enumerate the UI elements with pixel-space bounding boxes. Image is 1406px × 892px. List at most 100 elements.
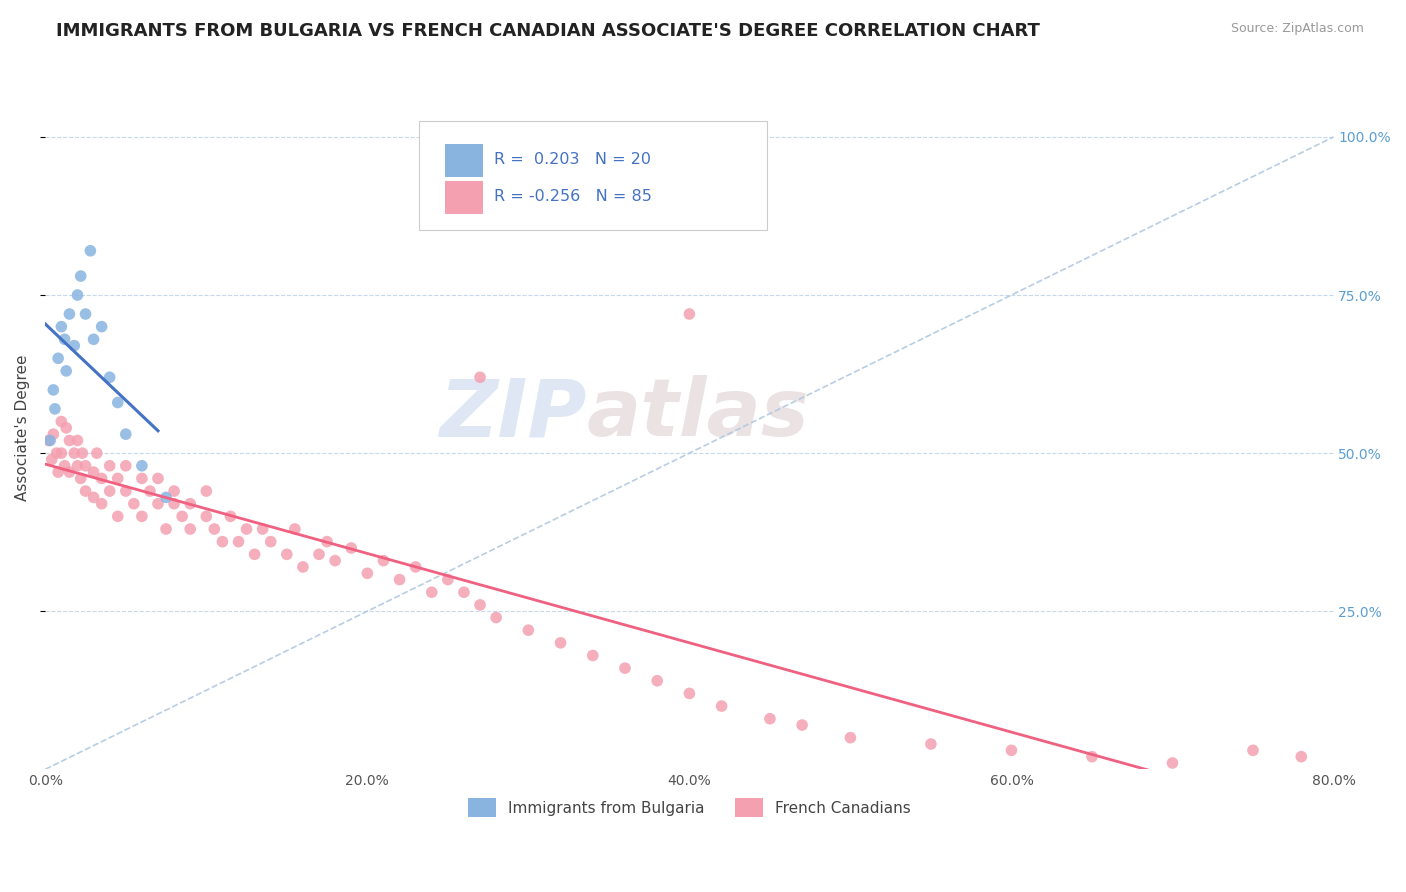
Point bbox=[453, 585, 475, 599]
Point bbox=[614, 661, 637, 675]
Point bbox=[44, 401, 66, 416]
Point bbox=[1000, 743, 1022, 757]
Point bbox=[107, 395, 129, 409]
Point bbox=[228, 534, 250, 549]
Point bbox=[405, 560, 427, 574]
Point bbox=[46, 351, 69, 366]
Point bbox=[420, 585, 443, 599]
Point bbox=[98, 484, 121, 499]
Point bbox=[308, 547, 330, 561]
Point bbox=[759, 712, 782, 726]
Point bbox=[90, 497, 112, 511]
Point bbox=[582, 648, 605, 663]
Point bbox=[179, 497, 201, 511]
FancyBboxPatch shape bbox=[444, 144, 484, 177]
Point bbox=[53, 458, 76, 473]
Y-axis label: Associate's Degree: Associate's Degree bbox=[15, 355, 30, 501]
Point bbox=[122, 497, 145, 511]
Text: R = -0.256   N = 85: R = -0.256 N = 85 bbox=[494, 189, 651, 204]
Point bbox=[131, 509, 153, 524]
Point bbox=[75, 484, 97, 499]
Point bbox=[645, 673, 668, 688]
Point bbox=[51, 446, 73, 460]
Point bbox=[485, 610, 508, 624]
Point bbox=[839, 731, 862, 745]
Point bbox=[678, 307, 700, 321]
Point bbox=[155, 522, 177, 536]
Point bbox=[66, 288, 89, 302]
Point bbox=[107, 509, 129, 524]
Point bbox=[72, 446, 94, 460]
Point bbox=[920, 737, 942, 751]
Point bbox=[323, 554, 346, 568]
Point bbox=[340, 541, 363, 555]
Point bbox=[202, 522, 225, 536]
Point bbox=[46, 465, 69, 479]
Point bbox=[37, 434, 59, 448]
FancyBboxPatch shape bbox=[419, 120, 766, 230]
Point bbox=[550, 636, 572, 650]
Point bbox=[66, 434, 89, 448]
Point bbox=[252, 522, 274, 536]
Point bbox=[66, 458, 89, 473]
Point bbox=[163, 497, 186, 511]
Point bbox=[172, 509, 194, 524]
Point bbox=[55, 421, 77, 435]
Text: IMMIGRANTS FROM BULGARIA VS FRENCH CANADIAN ASSOCIATE'S DEGREE CORRELATION CHART: IMMIGRANTS FROM BULGARIA VS FRENCH CANAD… bbox=[56, 22, 1040, 40]
Point bbox=[388, 573, 411, 587]
Point bbox=[1161, 756, 1184, 770]
Point bbox=[356, 566, 378, 581]
Point bbox=[276, 547, 298, 561]
Legend: Immigrants from Bulgaria, French Canadians: Immigrants from Bulgaria, French Canadia… bbox=[463, 792, 917, 823]
Point bbox=[291, 560, 314, 574]
Point bbox=[42, 427, 65, 442]
Point bbox=[219, 509, 242, 524]
Point bbox=[131, 458, 153, 473]
Point bbox=[90, 319, 112, 334]
Point bbox=[58, 434, 80, 448]
Point bbox=[63, 446, 86, 460]
Point bbox=[243, 547, 266, 561]
Point bbox=[98, 458, 121, 473]
Point bbox=[437, 573, 460, 587]
Point bbox=[710, 699, 733, 714]
Point bbox=[155, 491, 177, 505]
Point bbox=[284, 522, 307, 536]
Point bbox=[51, 319, 73, 334]
Point bbox=[260, 534, 283, 549]
Point bbox=[1081, 749, 1104, 764]
Point bbox=[316, 534, 339, 549]
Point bbox=[90, 471, 112, 485]
Point bbox=[63, 338, 86, 352]
Point bbox=[179, 522, 201, 536]
Point bbox=[211, 534, 233, 549]
Text: Source: ZipAtlas.com: Source: ZipAtlas.com bbox=[1230, 22, 1364, 36]
Point bbox=[373, 554, 395, 568]
Point bbox=[163, 484, 186, 499]
Point bbox=[69, 471, 91, 485]
Point bbox=[131, 471, 153, 485]
Point bbox=[55, 364, 77, 378]
Point bbox=[58, 465, 80, 479]
Point bbox=[75, 458, 97, 473]
Point bbox=[114, 484, 136, 499]
Text: atlas: atlas bbox=[586, 376, 808, 453]
Point bbox=[146, 497, 169, 511]
Point bbox=[98, 370, 121, 384]
Point bbox=[114, 458, 136, 473]
Point bbox=[235, 522, 257, 536]
Point bbox=[45, 446, 67, 460]
Point bbox=[139, 484, 162, 499]
Point bbox=[678, 686, 700, 700]
Text: ZIP: ZIP bbox=[439, 376, 586, 453]
Point bbox=[69, 268, 91, 283]
Point bbox=[42, 383, 65, 397]
Point bbox=[41, 452, 63, 467]
Point bbox=[51, 415, 73, 429]
Point bbox=[58, 307, 80, 321]
Point bbox=[146, 471, 169, 485]
Point bbox=[53, 332, 76, 346]
Point bbox=[790, 718, 813, 732]
Point bbox=[468, 598, 491, 612]
Point bbox=[468, 370, 491, 384]
